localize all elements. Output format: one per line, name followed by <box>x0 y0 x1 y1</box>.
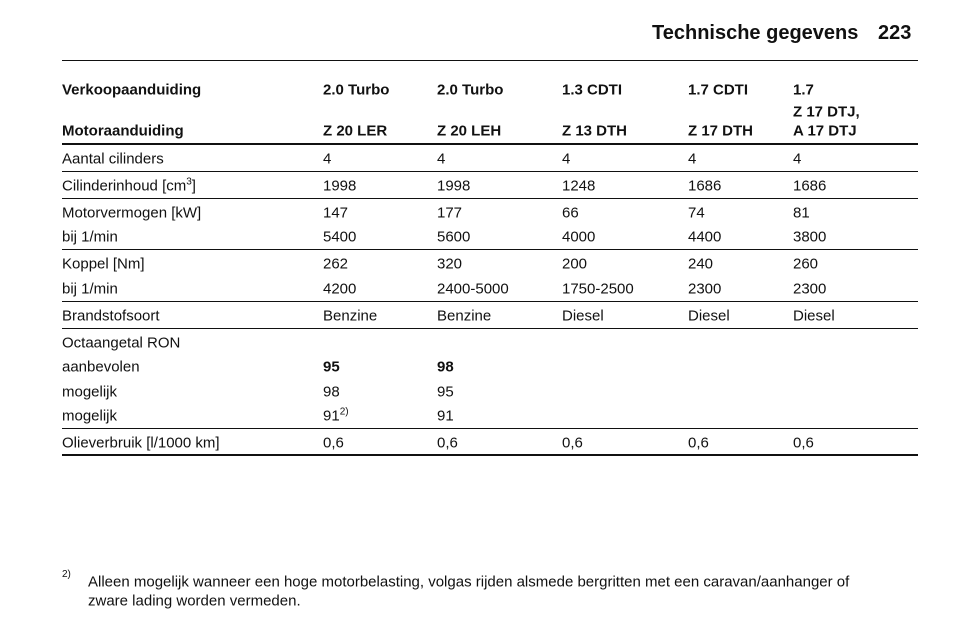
cell: 320 <box>437 255 463 273</box>
cell: Diesel <box>688 307 730 325</box>
header-rule <box>62 60 918 61</box>
footnote-line: Alleen mogelijk wanneer een hoge motorbe… <box>88 573 850 591</box>
cell: 66 <box>562 204 579 222</box>
column-header: 2.0 Turbo <box>323 81 390 99</box>
cell: 0,6 <box>562 434 583 452</box>
cell: 4 <box>562 150 571 168</box>
table-rule <box>62 327 918 329</box>
cell: 1686 <box>688 177 722 195</box>
cell: Diesel <box>562 307 604 325</box>
cell: 95 <box>437 383 454 401</box>
column-header: Z 17 DTH <box>688 122 754 140</box>
row-label: Aantal cilinders <box>62 150 164 168</box>
row-label: mogelijk <box>62 383 118 401</box>
page-number: 223 <box>878 22 912 44</box>
cell: 1998 <box>437 177 471 195</box>
cell: 74 <box>688 204 705 222</box>
cell: 98 <box>437 358 454 376</box>
row-label-text: Cilinderinhoud [cm <box>62 177 187 195</box>
cell: 2300 <box>688 280 722 298</box>
column-header: 1.7 <box>793 81 814 99</box>
table-rule <box>62 454 918 456</box>
column-header: Z 13 DTH <box>562 122 628 140</box>
cell: 4400 <box>688 228 722 246</box>
cell: 912) <box>323 406 349 425</box>
cell: 4 <box>793 150 802 168</box>
column-header: A 17 DTJ <box>793 122 857 140</box>
row-label: bij 1/min <box>62 280 118 298</box>
cell: 240 <box>688 255 714 273</box>
cell: 4000 <box>562 228 596 246</box>
cell: 0,6 <box>437 434 458 452</box>
cell: 260 <box>793 255 819 273</box>
row-label: Koppel [Nm] <box>62 255 145 273</box>
cell: Diesel <box>793 307 835 325</box>
row-label: aanbevolen <box>62 358 140 376</box>
row-label-text: ] <box>191 177 196 195</box>
table-rule <box>62 428 918 429</box>
cell: 5400 <box>323 228 357 246</box>
cell: 0,6 <box>323 434 344 452</box>
table-rule <box>62 300 918 302</box>
cell: 147 <box>323 204 349 222</box>
cell: 4 <box>437 150 446 168</box>
table-rule <box>62 249 918 251</box>
column-header: Verkoopaanduiding <box>62 81 202 99</box>
column-header: 1.7 CDTI <box>688 81 749 99</box>
table-rule <box>62 171 918 172</box>
row-label: Octaangetal RON <box>62 334 181 352</box>
cell: 1248 <box>562 177 596 195</box>
row-label: Olieverbruik [l/1000 km] <box>62 434 220 452</box>
cell: 1686 <box>793 177 827 195</box>
column-header: Z 20 LER <box>323 122 388 140</box>
cell: 5600 <box>437 228 471 246</box>
cell: 1998 <box>323 177 357 195</box>
cell: 0,6 <box>688 434 709 452</box>
cell: 200 <box>562 255 588 273</box>
cell: 81 <box>793 204 810 222</box>
cell: 95 <box>323 358 340 376</box>
row-label: mogelijk <box>62 407 118 425</box>
footnote-line: zware lading worden vermeden. <box>88 592 301 610</box>
cell-sup: 2) <box>339 406 349 418</box>
row-label: Motorvermogen [kW] <box>62 204 202 222</box>
cell: 4200 <box>323 280 357 298</box>
cell: 98 <box>323 383 340 401</box>
cell: Benzine <box>323 307 378 325</box>
cell: Benzine <box>437 307 492 325</box>
cell-text: 91 <box>323 407 340 425</box>
footnote-marker: 2) <box>62 569 71 580</box>
row-label: Cilinderinhoud [cm3] <box>62 176 196 195</box>
table-rule <box>62 198 918 199</box>
cell: 4 <box>323 150 332 168</box>
cell: 91 <box>437 407 454 425</box>
column-header: 2.0 Turbo <box>437 81 504 99</box>
cell: 3800 <box>793 228 827 246</box>
cell: 2400-5000 <box>437 280 509 298</box>
cell: 2300 <box>793 280 827 298</box>
row-label: bij 1/min <box>62 228 118 246</box>
row-label: Brandstofsoort <box>62 307 160 325</box>
table-rule <box>62 143 918 145</box>
column-header: 1.3 CDTI <box>562 81 623 99</box>
cell: 177 <box>437 204 463 222</box>
cell: 4 <box>688 150 697 168</box>
row-label-sup: 3 <box>186 176 192 188</box>
cell: 1750-2500 <box>562 280 634 298</box>
header-title: Technische gegevens <box>652 22 859 44</box>
cell: 262 <box>323 255 349 273</box>
column-header: Z 20 LEH <box>437 122 502 140</box>
column-header: Z 17 DTJ, <box>793 103 860 121</box>
cell: 0,6 <box>793 434 814 452</box>
column-header: Motoraanduiding <box>62 122 184 140</box>
